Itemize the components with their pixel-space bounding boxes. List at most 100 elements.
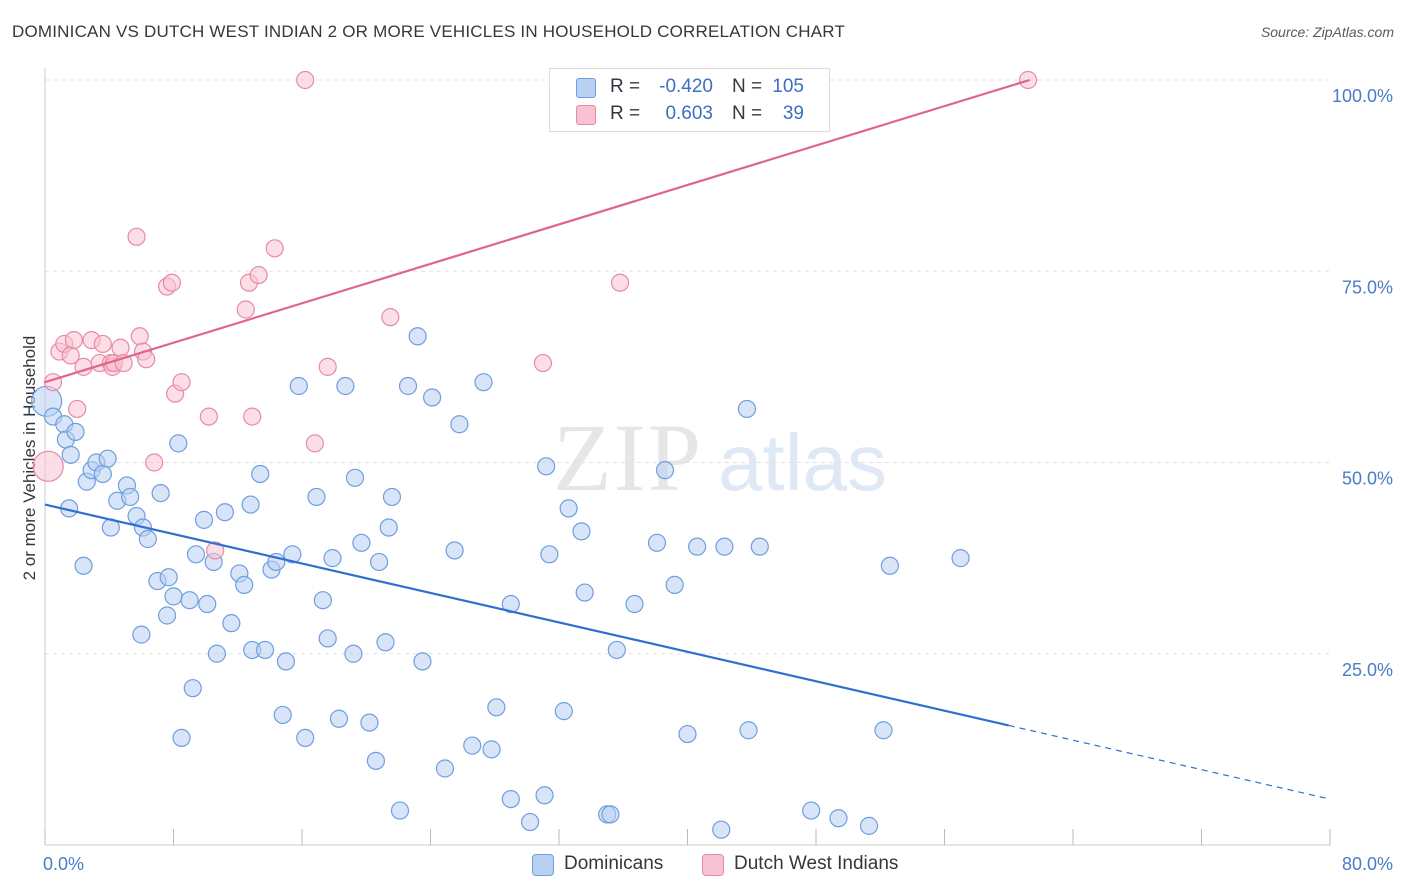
dominicans-point-30 bbox=[132, 625, 151, 644]
legend-label-dominicans: Dominicans bbox=[564, 853, 664, 874]
dutch-west-indians-point-30 bbox=[249, 265, 268, 285]
dominicans-point-23 bbox=[180, 591, 199, 610]
dutch-west-indians-point-20 bbox=[145, 453, 164, 472]
trendline-dominicans bbox=[44, 503, 1009, 727]
dutch-west-indians-point-36 bbox=[533, 353, 553, 373]
dominicans-point-45 bbox=[296, 728, 315, 748]
dominicans-point-84 bbox=[601, 805, 620, 824]
dominicans-point-97 bbox=[802, 801, 821, 820]
dutch-west-indians-point-35 bbox=[381, 308, 400, 327]
source-credit: Source: ZipAtlas.com bbox=[1260, 24, 1394, 40]
dominicans-point-55 bbox=[360, 713, 379, 732]
dominicans-point-62 bbox=[398, 376, 418, 396]
dominicans-point-93 bbox=[715, 537, 734, 556]
dutch-west-indians-point-5 bbox=[64, 331, 84, 350]
dominicans-point-71 bbox=[482, 740, 501, 759]
legend-label-dutch-west-indians: Dutch West Indians bbox=[734, 853, 899, 874]
dominicans-point-99 bbox=[859, 816, 879, 835]
dominicans-point-54 bbox=[352, 533, 371, 552]
dominicans-point-106 bbox=[183, 679, 202, 698]
dominicans-point-102 bbox=[951, 549, 970, 568]
dominicans-point-80 bbox=[559, 499, 578, 518]
dominicans-point-95 bbox=[739, 721, 758, 740]
dominicans-point-105 bbox=[157, 606, 177, 625]
dutch-west-indians-point-16 bbox=[127, 227, 146, 246]
dominicans-point-46 bbox=[307, 487, 326, 507]
dominicans-point-64 bbox=[413, 652, 432, 671]
legend-row-dutch-west-indians: R = 0.603 N = 39 bbox=[550, 100, 829, 128]
watermark-atlas: atlas bbox=[718, 418, 887, 507]
dutch-west-indians-point-29 bbox=[243, 407, 262, 426]
dominicans-point-92 bbox=[712, 820, 731, 839]
dominicans-point-9 bbox=[93, 464, 112, 484]
dominicans-point-22 bbox=[164, 587, 183, 606]
watermark: ZIP atlas bbox=[553, 404, 887, 511]
dominicans-point-73 bbox=[501, 594, 520, 614]
dominicans-point-42 bbox=[276, 652, 296, 671]
dominicans-point-4 bbox=[61, 445, 80, 464]
legend-swatch-dutch-west-indians bbox=[576, 105, 596, 125]
dominicans-point-67 bbox=[445, 541, 464, 560]
dominicans-point-21 bbox=[159, 568, 178, 587]
dominicans-point-10 bbox=[98, 449, 117, 468]
dominicans-point-74 bbox=[501, 789, 520, 809]
legend-n-value: 39 bbox=[782, 103, 804, 124]
dominicans-point-14 bbox=[121, 487, 140, 507]
dominicans-point-81 bbox=[572, 522, 591, 541]
dutch-west-indians-point-25 bbox=[199, 407, 218, 426]
dominicans-point-61 bbox=[390, 801, 410, 820]
dutch-west-indians-point-32 bbox=[296, 70, 315, 90]
dominicans-point-44 bbox=[289, 376, 308, 396]
dominicans-point-19 bbox=[169, 434, 188, 453]
dominicans-point-96 bbox=[750, 537, 769, 556]
series-dutch-west-indians bbox=[32, 70, 1038, 560]
dominicans-point-100 bbox=[874, 721, 893, 740]
dominicans-point-58 bbox=[376, 633, 395, 652]
dominicans-point-41 bbox=[283, 545, 302, 564]
dominicans-point-18 bbox=[151, 484, 170, 503]
dominicans-point-63 bbox=[408, 327, 427, 346]
y-tick-label-3: 100.0% bbox=[1332, 86, 1393, 106]
dominicans-point-31 bbox=[172, 728, 191, 748]
dutch-west-indians-point-27 bbox=[236, 300, 255, 319]
dominicans-point-43 bbox=[273, 705, 292, 725]
legend-swatch-dominicans bbox=[532, 854, 554, 876]
x-tick-label-0: 0.0% bbox=[43, 854, 84, 874]
dutch-west-indians-point-6 bbox=[68, 399, 87, 419]
stats-legend: R = -0.420 N = 105 R = 0.603 N = 39 bbox=[549, 68, 830, 132]
series-legend: Dominicans Dutch West Indians bbox=[532, 851, 912, 877]
legend-swatch-dominicans bbox=[576, 78, 596, 98]
dominicans-point-79 bbox=[554, 702, 573, 721]
dominicans-point-66 bbox=[435, 759, 455, 778]
dominicans-point-90 bbox=[678, 724, 697, 744]
dutch-west-indians-point-33 bbox=[305, 434, 324, 453]
dutch-west-indians-point-17 bbox=[130, 327, 149, 346]
dutch-west-indians-point-24 bbox=[172, 373, 191, 392]
legend-r-value: 0.603 bbox=[665, 103, 713, 124]
dutch-west-indians-point-26 bbox=[206, 541, 225, 560]
dominicans-point-50 bbox=[329, 709, 349, 728]
axes bbox=[44, 68, 1331, 846]
dominicans-point-24 bbox=[186, 545, 206, 564]
series-dominicans bbox=[31, 327, 970, 839]
dominicans-point-85 bbox=[607, 640, 626, 660]
dominicans-point-70 bbox=[474, 373, 493, 392]
dominicans-point-49 bbox=[323, 549, 342, 568]
x-tick-label-1: 80.0% bbox=[1342, 854, 1393, 874]
legend-row-dominicans: R = -0.420 N = 105 bbox=[550, 73, 829, 101]
dominicans-point-101 bbox=[880, 556, 899, 575]
watermark-zip: ZIP bbox=[553, 404, 703, 511]
y-tick-label-0: 25.0% bbox=[1342, 660, 1393, 680]
dominicans-point-88 bbox=[655, 461, 675, 480]
dutch-west-indians-point-0 bbox=[32, 450, 64, 482]
dominicans-point-26 bbox=[198, 594, 217, 614]
dominicans-point-78 bbox=[540, 545, 559, 564]
dominicans-point-76 bbox=[535, 786, 554, 805]
dominicans-point-37 bbox=[251, 464, 270, 484]
dominicans-point-59 bbox=[379, 518, 398, 537]
dominicans-point-65 bbox=[423, 388, 442, 407]
dominicans-point-87 bbox=[647, 533, 667, 552]
y-tick-label-2: 75.0% bbox=[1342, 277, 1393, 297]
dominicans-point-60 bbox=[382, 487, 402, 507]
trendlines bbox=[44, 78, 1331, 800]
